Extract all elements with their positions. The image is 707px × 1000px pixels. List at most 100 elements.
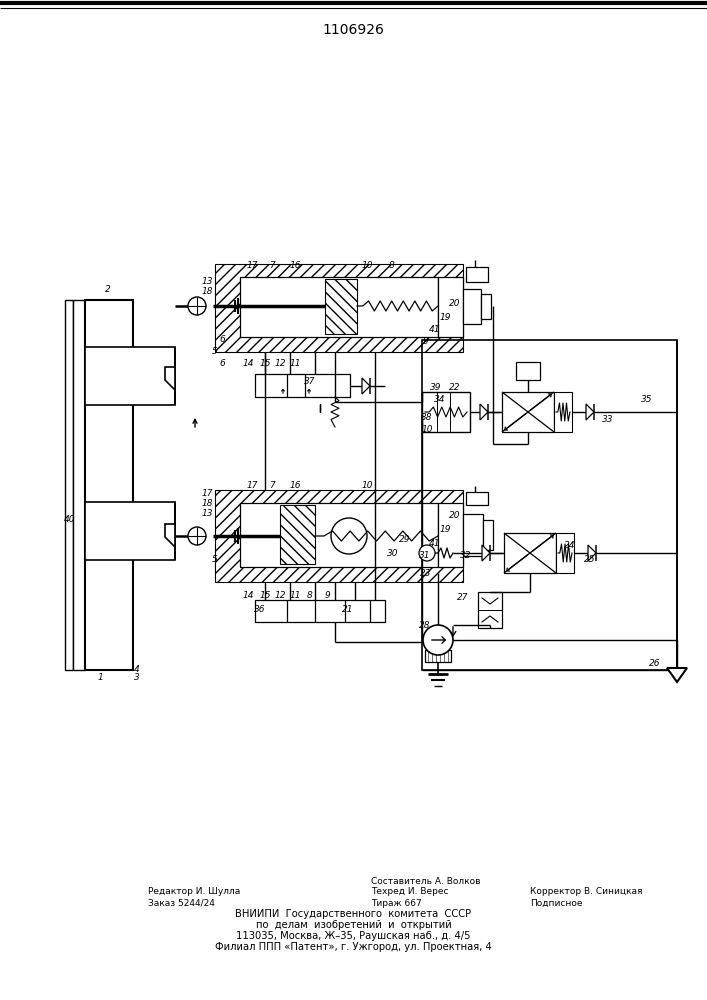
Bar [466, 492, 488, 505]
Text: по  делам  изобретений  и  открытий: по делам изобретений и открытий [256, 920, 451, 930]
Circle shape [188, 297, 206, 315]
Bar [422, 392, 470, 432]
Text: 26: 26 [649, 658, 661, 668]
Text: 20: 20 [449, 298, 461, 308]
Text: 17: 17 [246, 260, 258, 269]
Text: Филиал ППП «Патент», г. Ужгород, ул. Проектная, 4: Филиал ППП «Патент», г. Ужгород, ул. Про… [215, 942, 492, 952]
Text: 12: 12 [274, 590, 286, 599]
Text: 33: 33 [602, 416, 614, 424]
Bar [255, 374, 350, 397]
Text: 4: 4 [134, 666, 140, 674]
Bar [483, 520, 493, 550]
Text: 24: 24 [564, 540, 575, 550]
Bar [240, 277, 438, 337]
Text: 35: 35 [641, 395, 653, 404]
Text: 41: 41 [429, 326, 440, 334]
Bar [85, 347, 175, 405]
Text: 12: 12 [274, 359, 286, 367]
Bar [554, 392, 572, 432]
Text: Заказ 5244/24: Заказ 5244/24 [148, 898, 216, 908]
Bar [280, 505, 315, 564]
Text: 11: 11 [289, 590, 300, 599]
Bar [255, 600, 385, 622]
Bar [85, 502, 175, 560]
Text: 13: 13 [201, 510, 213, 518]
Text: 7: 7 [269, 260, 275, 269]
Text: Тираж 667: Тираж 667 [371, 898, 422, 908]
Polygon shape [588, 545, 596, 561]
Text: 6: 6 [219, 359, 225, 367]
Text: 40: 40 [64, 516, 76, 524]
Text: 15: 15 [259, 359, 271, 367]
Text: 25: 25 [584, 556, 596, 564]
Text: 10: 10 [361, 260, 373, 269]
Text: 3: 3 [134, 674, 140, 682]
Text: Корректор В. Синицкая: Корректор В. Синицкая [530, 888, 643, 896]
Circle shape [188, 527, 206, 545]
Text: 10: 10 [361, 482, 373, 490]
Bar [438, 503, 463, 567]
Text: 16: 16 [289, 260, 300, 269]
Bar [516, 362, 540, 380]
Text: 6: 6 [219, 336, 225, 344]
Text: 2: 2 [105, 286, 111, 294]
Text: 1: 1 [97, 674, 103, 682]
Bar [325, 279, 357, 334]
Text: 19: 19 [439, 312, 451, 322]
Text: 113035, Москва, Ж–35, Раушская наб., д. 4/5: 113035, Москва, Ж–35, Раушская наб., д. … [236, 931, 471, 941]
Bar [556, 533, 574, 573]
Bar [502, 392, 554, 432]
Text: 9: 9 [324, 590, 330, 599]
Bar [438, 277, 463, 337]
Bar [73, 300, 85, 670]
Text: 27: 27 [457, 593, 469, 602]
Text: 21: 21 [342, 605, 354, 614]
Bar [240, 503, 438, 567]
Text: 19: 19 [439, 526, 451, 534]
Text: 1106926: 1106926 [322, 23, 384, 37]
Bar [463, 289, 481, 324]
Polygon shape [586, 404, 594, 420]
Text: 39: 39 [431, 382, 442, 391]
Text: 23: 23 [420, 568, 432, 578]
Text: 17: 17 [246, 482, 258, 490]
Bar [504, 533, 556, 573]
Text: 16: 16 [289, 482, 300, 490]
Text: Составитель А. Волков: Составитель А. Волков [371, 878, 481, 886]
Text: 7: 7 [269, 482, 275, 490]
Text: Редактор И. Шулла: Редактор И. Шулла [148, 888, 240, 896]
Bar [463, 514, 483, 556]
Text: 20: 20 [449, 512, 461, 520]
Bar [478, 592, 502, 628]
Bar [215, 264, 463, 352]
Bar [481, 294, 491, 319]
Polygon shape [165, 502, 175, 560]
Circle shape [331, 518, 367, 554]
Circle shape [419, 545, 435, 561]
Polygon shape [480, 404, 488, 420]
Text: 17: 17 [201, 489, 213, 498]
Bar [466, 267, 488, 282]
Polygon shape [165, 348, 175, 405]
Bar [215, 490, 463, 582]
Text: 14: 14 [243, 359, 254, 367]
Text: 37: 37 [304, 377, 316, 386]
Text: 31: 31 [419, 552, 431, 560]
Text: Подписное: Подписное [530, 898, 583, 908]
Text: 14: 14 [243, 590, 254, 599]
Text: 9: 9 [422, 338, 428, 347]
Text: 18: 18 [201, 286, 213, 296]
Circle shape [423, 625, 453, 655]
Bar [425, 650, 451, 662]
Text: Техред И. Верес: Техред И. Верес [371, 888, 449, 896]
Text: 13: 13 [201, 277, 213, 286]
Bar [85, 300, 133, 670]
Text: 18: 18 [201, 499, 213, 508]
Polygon shape [667, 668, 687, 682]
Text: 36: 36 [255, 605, 266, 614]
Text: 8: 8 [389, 260, 395, 269]
Text: 10: 10 [421, 426, 433, 434]
Polygon shape [362, 378, 370, 394]
Text: 5: 5 [212, 556, 218, 564]
Text: 34: 34 [434, 395, 445, 404]
